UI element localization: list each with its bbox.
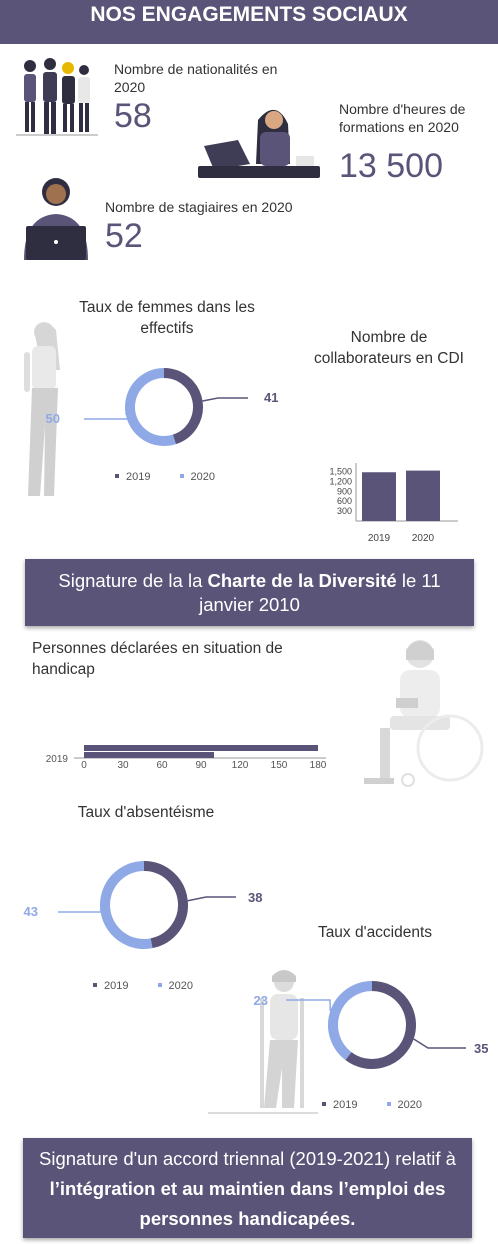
callout-line-2019 bbox=[187, 896, 236, 902]
stagiaires-value: 52 bbox=[105, 217, 143, 255]
handicap-tick-60: 60 bbox=[156, 760, 168, 771]
banner2-text-before: Signature d'un accord triennal (2019-202… bbox=[39, 1148, 456, 1169]
person-with-laptop-icon bbox=[24, 178, 88, 260]
legend-2019: 2019 bbox=[333, 1099, 358, 1111]
handicap-tick-120: 120 bbox=[232, 760, 249, 771]
accord-handicap-banner: Signature d'un accord triennal (2019-202… bbox=[23, 1138, 472, 1238]
cdi-tick-300: 300 bbox=[337, 506, 352, 516]
cdi-xlabel-2020: 2020 bbox=[412, 533, 435, 544]
chart-accidents-legend: 2019 2020 bbox=[322, 1099, 448, 1111]
page-header: NOS ENGAGEMENTS SOCIAUX bbox=[0, 0, 498, 44]
handicap-bar-2020 bbox=[84, 752, 214, 758]
cdi-tick-1200: 1,200 bbox=[329, 476, 352, 486]
donut-slice-2020 bbox=[125, 368, 176, 446]
cdi-tick-900: 900 bbox=[337, 486, 352, 496]
callout-line-2019 bbox=[202, 397, 248, 402]
donut-slice-2019 bbox=[143, 861, 188, 949]
cdi-bar-2020 bbox=[406, 470, 440, 521]
donut-slice-2020 bbox=[328, 981, 373, 1061]
page-title: NOS ENGAGEMENTS SOCIAUX bbox=[90, 3, 408, 26]
nationalites-value: 58 bbox=[114, 97, 152, 135]
chart-absenteisme-title: Taux d'absentéisme bbox=[77, 804, 215, 821]
charte-diversite-banner: Signature de la la Charte de la Diversit… bbox=[25, 559, 474, 626]
chart-absenteisme-donut: 38 43 bbox=[24, 861, 262, 949]
data-label-2019: 41 bbox=[264, 390, 278, 405]
data-label-2019: 35 bbox=[474, 1041, 488, 1056]
data-label-2019: 38 bbox=[248, 890, 262, 905]
donut-slice-2019 bbox=[163, 368, 203, 445]
chart-handicap-title: Personnes déclarées en situation de hand… bbox=[32, 640, 283, 678]
handicap-tick-30: 30 bbox=[117, 760, 129, 771]
banner2-text-bold: l’intégration et au maintien dans l’empl… bbox=[49, 1178, 446, 1229]
handicap-category-2019: 2019 bbox=[46, 754, 69, 765]
donut-slice-2020 bbox=[100, 861, 153, 949]
legend-2020: 2020 bbox=[168, 980, 194, 992]
banner1-text-before: Signature de la la bbox=[58, 570, 208, 591]
chart-accidents-donut: 35 23 bbox=[254, 981, 488, 1069]
cdi-tick-1500: 1,500 bbox=[329, 467, 352, 477]
handicap-bar-2019 bbox=[84, 745, 318, 751]
legend-2020: 2020 bbox=[397, 1099, 423, 1111]
heures-value: 13 500 bbox=[339, 147, 443, 185]
callout-line-2020 bbox=[58, 908, 104, 913]
legend-2020: 2020 bbox=[190, 471, 216, 483]
callout-line-2019 bbox=[413, 1038, 466, 1049]
callout-line-2020 bbox=[84, 412, 132, 420]
nationalites-label: Nombre de nationalités en 2020 bbox=[114, 61, 278, 95]
legend-2019: 2019 bbox=[126, 471, 151, 483]
handicap-tick-150: 150 bbox=[271, 760, 288, 771]
chart-accidents-title: Taux d'accidents bbox=[317, 924, 433, 941]
data-label-2020: 50 bbox=[46, 411, 60, 426]
standing-woman-icon bbox=[24, 322, 60, 496]
banner1-text-after: le 11 janvier 2010 bbox=[199, 570, 441, 615]
data-label-2020: 43 bbox=[24, 904, 38, 919]
group-of-people-icon bbox=[16, 58, 98, 136]
chart-handicap-bars: 2019 0 30 60 90 120 150 180 bbox=[46, 745, 327, 771]
cdi-bar-2019 bbox=[362, 472, 396, 521]
donut-slice-2019 bbox=[345, 981, 416, 1069]
callout-line-2020 bbox=[286, 999, 332, 1011]
handicap-tick-180: 180 bbox=[310, 760, 327, 771]
chart-cdi-title: Nombre de collaborateurs en CDI bbox=[314, 329, 464, 367]
handicap-tick-90: 90 bbox=[195, 760, 207, 771]
chart-absenteisme-legend: 2019 2020 bbox=[93, 980, 219, 992]
cdi-xlabel-2019: 2019 bbox=[368, 533, 391, 544]
woman-at-laptop-icon bbox=[198, 109, 320, 178]
data-label-2020: 23 bbox=[254, 993, 268, 1008]
banner1-text-bold: Charte de la Diversité bbox=[207, 570, 397, 591]
stagiaires-label: Nombre de stagiaires en 2020 bbox=[105, 199, 293, 215]
chart-femmes-donut: 41 50 bbox=[46, 368, 278, 446]
person-on-crutches-icon bbox=[208, 970, 318, 1114]
chart-femmes-title: Taux de femmes dans les effectifs bbox=[79, 299, 255, 337]
heures-label: Nombre d'heures de formations en 2020 bbox=[339, 101, 466, 135]
wheelchair-person-icon bbox=[364, 640, 484, 787]
legend-2019: 2019 bbox=[104, 980, 129, 992]
handicap-tick-0: 0 bbox=[81, 760, 87, 771]
cdi-tick-600: 600 bbox=[337, 496, 352, 506]
chart-femmes-legend: 2019 2020 bbox=[115, 471, 241, 483]
